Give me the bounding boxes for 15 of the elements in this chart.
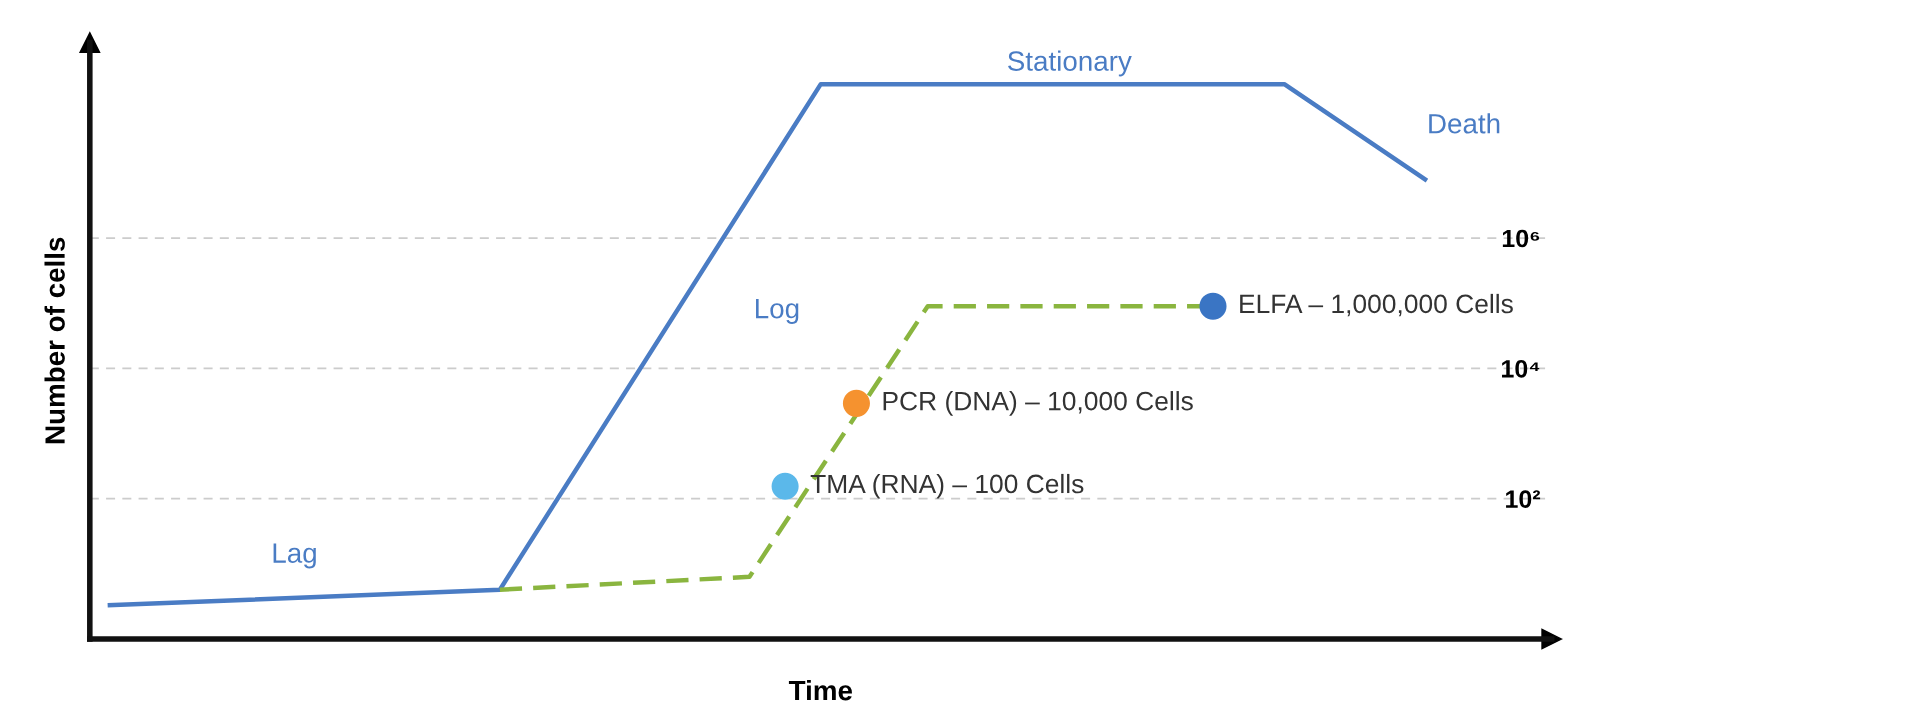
annotation: Stationary (1008, 50, 1132, 77)
point (771, 472, 799, 500)
annotation: Lag (273, 543, 316, 569)
annotation: Log (756, 299, 799, 324)
series-label: TMA (RNA) – 100 Cells (810, 473, 1084, 499)
y-tick-label: 10² (1506, 490, 1541, 508)
point (842, 389, 870, 417)
y-tick-label: 10⁶ (1502, 229, 1540, 248)
point (1199, 292, 1227, 320)
series-label: PCR (DNA) – 10,000 Cells (883, 391, 1193, 416)
x-axis-title: Time (788, 679, 852, 701)
y-tick-label: 10⁴ (1502, 359, 1540, 378)
series-label: ELFA – 1,000,000 Cells (1240, 293, 1513, 317)
y-axis-title: Number of cells (44, 237, 65, 444)
annotation: Death (1429, 113, 1500, 134)
